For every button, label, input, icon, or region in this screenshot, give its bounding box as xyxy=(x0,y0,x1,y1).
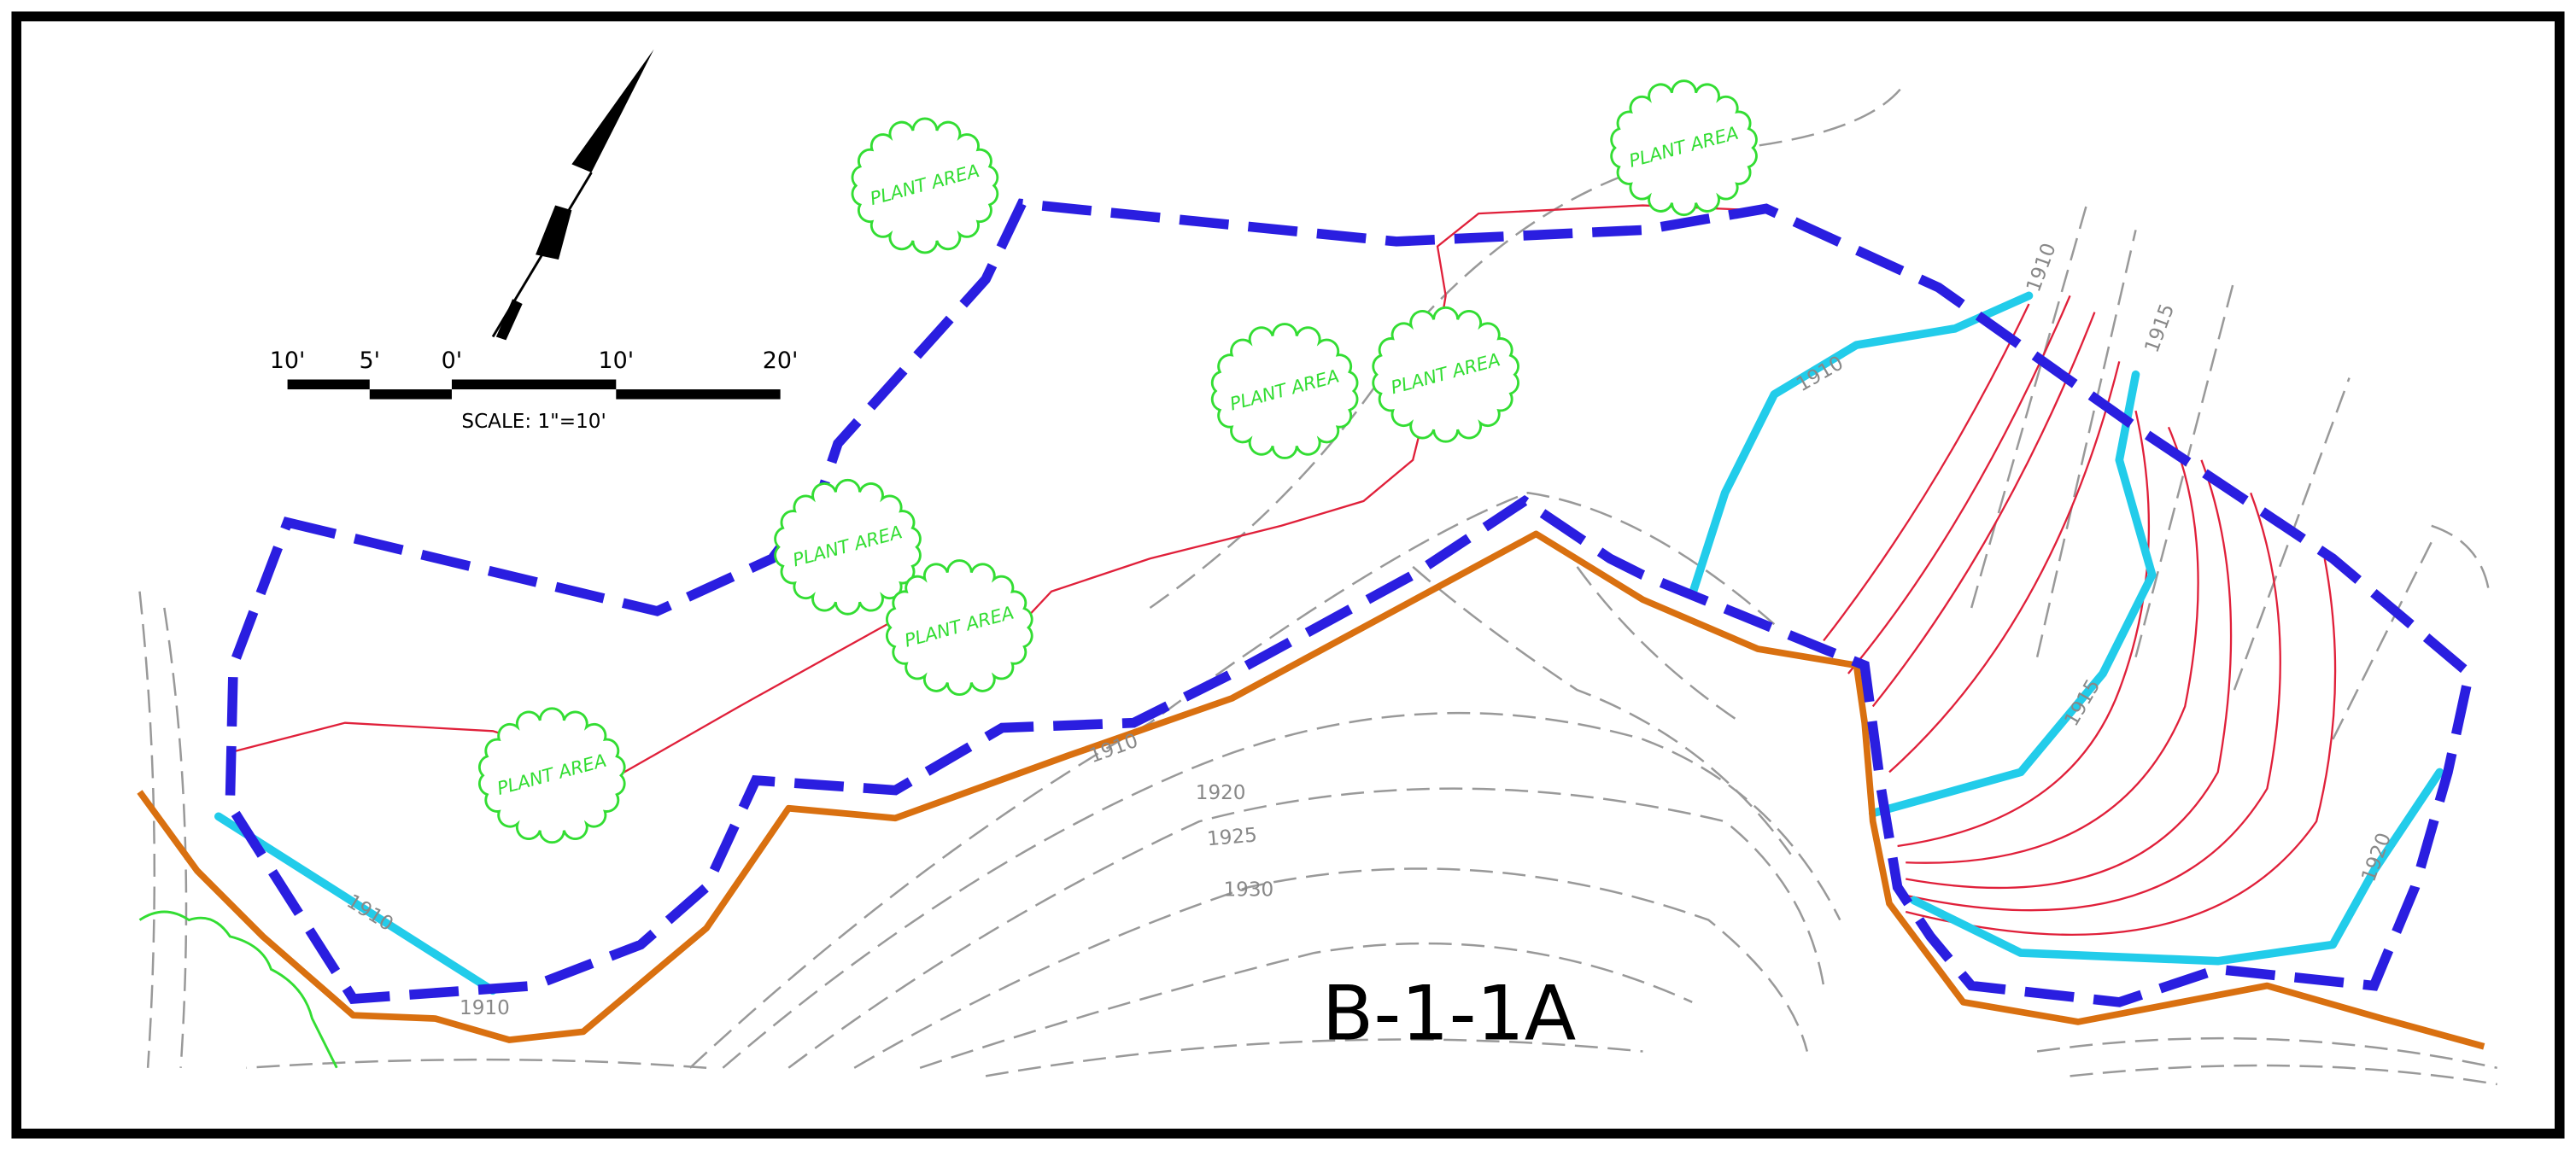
contour xyxy=(2035,230,2137,657)
scale-bar: 10' 5' 0' 10' 20' SCALE: 1"=10' xyxy=(270,347,799,433)
scale-tick: 0' xyxy=(442,347,463,374)
north-arrow-head xyxy=(571,49,654,173)
contour xyxy=(919,942,1693,1069)
contour xyxy=(138,591,156,1068)
contour-line xyxy=(1888,361,2121,773)
contour xyxy=(1576,566,1742,724)
contour xyxy=(1149,81,1907,610)
contour-label: 1920 xyxy=(1196,782,1246,804)
contour-line xyxy=(1906,426,2199,864)
contour xyxy=(1412,565,1792,855)
contour-line xyxy=(1897,410,2151,848)
contour xyxy=(787,787,1825,1069)
scale-segment xyxy=(616,389,781,400)
vegetation-edge xyxy=(138,910,338,1069)
contour-line xyxy=(1905,492,2281,912)
sheet-label: B-1-1A xyxy=(1322,969,1577,1057)
contour xyxy=(2332,541,2433,740)
scale-tick: 10' xyxy=(270,347,306,374)
plant-area xyxy=(886,559,1033,696)
proposed-contour xyxy=(1688,291,2034,599)
contour xyxy=(2036,1036,2497,1070)
terrain-contours xyxy=(138,81,2497,1086)
contour-label: 1910 xyxy=(460,997,510,1019)
plant-area xyxy=(1610,79,1758,217)
scale-tick: 20' xyxy=(763,347,799,374)
contour xyxy=(985,1038,1643,1077)
scale-tick: 5' xyxy=(360,347,381,374)
property-line xyxy=(137,530,2485,1050)
plant-area xyxy=(1372,306,1519,443)
contour-label: 1930 xyxy=(1223,879,1273,901)
north-arrow-mark xyxy=(495,299,523,341)
contour xyxy=(1970,205,2088,609)
contour-line xyxy=(1905,558,2337,936)
scale-segment xyxy=(369,389,452,400)
north-arrow xyxy=(491,49,654,341)
scale-segment xyxy=(451,379,617,390)
contour-line xyxy=(1823,303,2030,642)
plant-area xyxy=(478,707,626,844)
plant-area xyxy=(1210,323,1359,459)
contour-line xyxy=(1906,459,2233,890)
contour xyxy=(2431,524,2491,592)
plant-area xyxy=(851,117,999,254)
contour-label: 1925 xyxy=(1206,824,1258,850)
contour xyxy=(853,867,1809,1069)
proposed-contour xyxy=(1910,768,2444,966)
work-boundary xyxy=(225,198,2475,1007)
scale-caption: SCALE: 1"=10' xyxy=(461,411,606,433)
scale-segment xyxy=(287,379,370,390)
sheet-border xyxy=(11,11,2565,1139)
proposed-contours xyxy=(214,291,2444,995)
north-arrow-mark xyxy=(536,205,572,260)
proposed-contour xyxy=(1868,370,2157,818)
proposed-contour xyxy=(214,812,497,995)
scale-tick: 10' xyxy=(598,347,634,374)
contour xyxy=(2070,1064,2497,1086)
contour xyxy=(689,492,1776,1069)
plant-area xyxy=(774,478,922,616)
